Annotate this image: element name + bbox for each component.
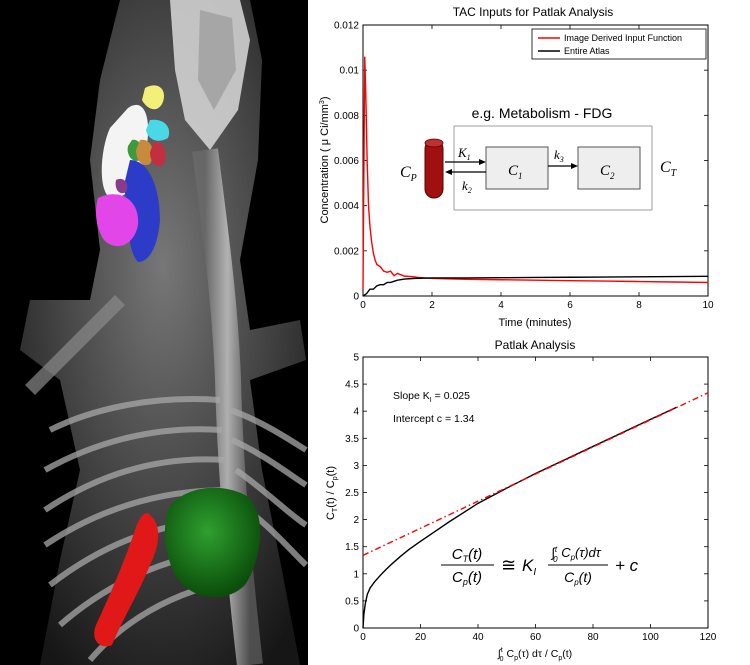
compartment-c1 (485, 146, 549, 190)
svg-text:CT(t): CT(t) (452, 546, 483, 564)
x-tick-label: 4 (498, 300, 504, 311)
y-tick-label: 3.5 (345, 434, 359, 445)
patlak-x-ticks: 0 20 40 60 80 100 120 (360, 357, 717, 643)
inset-cp-label: CP (400, 164, 417, 184)
inset-title: e.g. Metabolism - FDG (472, 105, 613, 121)
y-tick-label: 1 (353, 569, 359, 580)
y-tick-label: 0.008 (334, 111, 359, 122)
arrow-k1-head (479, 159, 486, 165)
rate-k2-label: k2 (462, 178, 472, 195)
svg-text:+ c: + c (615, 556, 639, 575)
charts-panel: TAC Inputs for Patlak Analysis 0 2 4 6 8 10 0… (319, 5, 717, 663)
series-line-0 (362, 56, 709, 290)
svg-text:KI: KI (522, 556, 536, 578)
y-tick-label: 4.5 (345, 380, 359, 391)
tac-y-ticks: 0 0.002 0.004 0.006 0.008 0.01 0.012 (334, 21, 708, 303)
tac-chart-title: TAC Inputs for Patlak Analysis (453, 5, 614, 19)
x-tick-label: 10 (702, 300, 714, 311)
patlak-plot-area (362, 356, 709, 629)
blood-pool-segmentation (94, 513, 159, 647)
legend-label-idif: Image Derived Input Function (564, 33, 682, 43)
inset-ct-label: CT (660, 159, 678, 179)
tac-y-axis-label: Concentration ( μ Ci/mm3) (319, 96, 331, 223)
volume-rendering-image (0, 0, 308, 665)
x-tick-label: 0 (360, 632, 366, 643)
x-tick-label: 60 (530, 632, 542, 643)
y-tick-label: 0.5 (345, 596, 359, 607)
patlak-intercept-annotation: Intercept c = 1.34 (393, 413, 475, 425)
tac-chart: TAC Inputs for Patlak Analysis 0 2 4 6 8 10 0… (319, 5, 714, 329)
y-tick-label: 5 (353, 353, 359, 364)
patlak-y-axis-label: CT(t) / Cp(t) (325, 466, 339, 520)
x-tick-label: 0 (360, 300, 366, 311)
tac-series-lines (362, 56, 709, 297)
patlak-chart-title: Patlak Analysis (495, 338, 576, 352)
heart-segmentation (164, 487, 261, 598)
x-tick-label: 120 (700, 632, 717, 643)
y-tick-label: 1.5 (345, 542, 359, 553)
vessel-cylinder-top (424, 138, 444, 148)
y-tick-label: 4 (353, 407, 359, 418)
patlak-formula: CT(t) Cp(t) ≅ KI ∫t 0 Cp(τ)dτ Cp(t) + c (441, 545, 639, 587)
svg-text:≅: ≅ (501, 555, 516, 575)
rate-k3-label: k3 (554, 147, 564, 164)
forelimb (25, 295, 125, 395)
series-line-1 (362, 275, 709, 297)
patlak-series-lines (362, 392, 709, 629)
y-tick-label: 3 (353, 461, 359, 472)
x-tick-label: 80 (587, 632, 599, 643)
svg-text:Cp(t): Cp(t) (564, 569, 592, 587)
rate-k1-label: K1 (457, 145, 471, 162)
y-tick-label: 0.006 (334, 156, 359, 167)
arrow-k2-head (445, 169, 452, 175)
patlak-y-ticks: 0 0.5 1 1.5 2 2.5 3 3.5 4 4.5 5 (345, 353, 708, 635)
tac-legend: Image Derived Input Function Entire Atla… (531, 28, 707, 60)
legend-label-atlas: Entire Atlas (564, 46, 610, 56)
svg-text:Cp(t): Cp(t) (452, 569, 482, 587)
y-tick-label: 0.012 (334, 21, 359, 32)
patlak-x-axis-label: ∫t 0 Cp(τ) dτ / Cp(t) (497, 647, 572, 663)
tac-x-ticks: 0 2 4 6 8 10 (360, 25, 714, 311)
x-tick-label: 100 (642, 632, 659, 643)
x-tick-label: 40 (472, 632, 484, 643)
y-tick-label: 0 (353, 292, 359, 303)
y-tick-label: 0.004 (334, 201, 359, 212)
y-tick-label: 2 (353, 515, 359, 526)
compartment-c2 (577, 146, 641, 190)
compartment-c2-label: C2 (600, 163, 615, 181)
vessel-cylinder (424, 139, 444, 199)
patlak-chart: Patlak Analysis 0 20 40 60 80 100 120 0 0.5 1 1.5… (325, 338, 717, 663)
tac-x-axis-label: Time (minutes) (499, 317, 572, 329)
brain-segmentation (96, 85, 170, 262)
svg-text:∫t0 Cp(τ)dτ: ∫t 0 Cp(τ)dτ (550, 545, 601, 564)
series-line-1 (362, 392, 709, 557)
inset-tissue-box (453, 125, 653, 211)
x-tick-label: 20 (415, 632, 427, 643)
x-tick-label: 2 (429, 300, 435, 311)
y-tick-label: 2.5 (345, 488, 359, 499)
compartment-c1-label: C1 (508, 163, 523, 181)
compartment-model-inset: e.g. Metabolism - FDG CP C1 C2 CT K1 k2 … (400, 105, 678, 211)
y-tick-label: 0.002 (334, 246, 359, 257)
y-tick-label: 0.01 (340, 66, 360, 77)
patlak-slope-annotation: Slope KI = 0.025 (393, 390, 470, 404)
arrow-k3-head (571, 163, 578, 169)
x-tick-label: 8 (636, 300, 642, 311)
x-tick-label: 6 (567, 300, 573, 311)
y-tick-label: 0 (353, 624, 359, 635)
skull-shadow (198, 10, 236, 110)
